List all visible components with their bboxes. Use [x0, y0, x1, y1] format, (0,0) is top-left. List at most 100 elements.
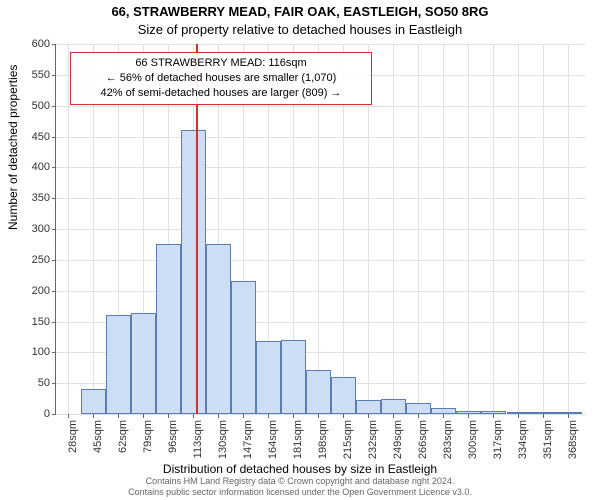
xtick-label: 28sqm [67, 420, 79, 470]
ytick-label: 550 [10, 69, 50, 81]
xtick-mark [368, 414, 369, 418]
ytick-label: 300 [10, 223, 50, 235]
xtick-mark [343, 414, 344, 418]
histogram-bar [131, 313, 156, 414]
gridline-v [68, 44, 69, 414]
ytick-mark [52, 167, 56, 168]
xtick-label: 164sqm [267, 420, 279, 470]
gridline-v [393, 44, 394, 414]
xtick-label: 232sqm [367, 420, 379, 470]
annotation-box: 66 STRAWBERRY MEAD: 116sqm ← 56% of deta… [70, 52, 372, 105]
xtick-mark [193, 414, 194, 418]
ytick-mark [52, 260, 56, 261]
xtick-mark [118, 414, 119, 418]
histogram-bar [381, 399, 406, 414]
xtick-mark [93, 414, 94, 418]
gridline-h [56, 229, 586, 230]
chart-title-subtitle: Size of property relative to detached ho… [0, 22, 600, 37]
gridline-h [56, 106, 586, 107]
histogram-bar [406, 403, 431, 414]
ytick-label: 100 [10, 346, 50, 358]
xtick-label: 181sqm [292, 420, 304, 470]
ytick-label: 0 [10, 408, 50, 420]
annotation-line-3: 42% of semi-detached houses are larger (… [77, 86, 365, 101]
ytick-label: 50 [10, 377, 50, 389]
gridline-v [418, 44, 419, 414]
xtick-label: 351sqm [542, 420, 554, 470]
xtick-mark [168, 414, 169, 418]
xtick-mark [293, 414, 294, 418]
xtick-mark [443, 414, 444, 418]
histogram-bar [256, 341, 281, 414]
xtick-label: 79sqm [142, 420, 154, 470]
gridline-h [56, 44, 586, 45]
xtick-label: 198sqm [317, 420, 329, 470]
histogram-bar [106, 315, 131, 414]
histogram-bar [281, 340, 306, 414]
xtick-mark [318, 414, 319, 418]
xtick-label: 96sqm [167, 420, 179, 470]
histogram-bar [507, 412, 532, 414]
footer-line-2: Contains public sector information licen… [0, 487, 600, 498]
gridline-h [56, 414, 586, 415]
footer-line-1: Contains HM Land Registry data © Crown c… [0, 476, 600, 487]
y-axis-label: Number of detached properties [6, 65, 20, 230]
ytick-label: 200 [10, 285, 50, 297]
xtick-mark [68, 414, 69, 418]
xtick-label: 283sqm [442, 420, 454, 470]
xtick-mark [418, 414, 419, 418]
ytick-mark [52, 383, 56, 384]
ytick-mark [52, 291, 56, 292]
histogram-bar [231, 281, 256, 414]
gridline-h [56, 198, 586, 199]
xtick-mark [493, 414, 494, 418]
histogram-bar [331, 377, 356, 414]
ytick-mark [52, 137, 56, 138]
gridline-v [518, 44, 519, 414]
xtick-mark [568, 414, 569, 418]
histogram-bar [431, 408, 456, 414]
gridline-v [468, 44, 469, 414]
ytick-mark [52, 352, 56, 353]
ytick-mark [52, 322, 56, 323]
histogram-bar [481, 411, 506, 414]
chart-title-address: 66, STRAWBERRY MEAD, FAIR OAK, EASTLEIGH… [0, 4, 600, 19]
xtick-mark [518, 414, 519, 418]
histogram-bar [456, 411, 481, 414]
ytick-mark [52, 414, 56, 415]
xtick-mark [543, 414, 544, 418]
histogram-bar [306, 370, 331, 414]
ytick-label: 350 [10, 192, 50, 204]
xtick-label: 249sqm [392, 420, 404, 470]
xtick-label: 147sqm [242, 420, 254, 470]
xtick-mark [268, 414, 269, 418]
xtick-label: 368sqm [567, 420, 579, 470]
gridline-h [56, 291, 586, 292]
gridline-v [493, 44, 494, 414]
ytick-mark [52, 229, 56, 230]
histogram-bar [156, 244, 181, 414]
xtick-label: 130sqm [217, 420, 229, 470]
ytick-mark [52, 44, 56, 45]
xtick-mark [393, 414, 394, 418]
gridline-h [56, 167, 586, 168]
annotation-line-2: ← 56% of detached houses are smaller (1,… [77, 71, 365, 86]
gridline-v [443, 44, 444, 414]
footer-attribution: Contains HM Land Registry data © Crown c… [0, 476, 600, 498]
histogram-bar [557, 412, 582, 414]
xtick-label: 45sqm [92, 420, 104, 470]
ytick-mark [52, 75, 56, 76]
gridline-v [568, 44, 569, 414]
ytick-label: 600 [10, 38, 50, 50]
ytick-mark [52, 198, 56, 199]
xtick-label: 62sqm [117, 420, 129, 470]
xtick-label: 317sqm [492, 420, 504, 470]
xtick-label: 266sqm [417, 420, 429, 470]
xtick-label: 113sqm [192, 420, 204, 470]
annotation-line-1: 66 STRAWBERRY MEAD: 116sqm [77, 56, 365, 71]
histogram-bar [532, 412, 557, 414]
xtick-label: 334sqm [517, 420, 529, 470]
ytick-label: 250 [10, 254, 50, 266]
ytick-mark [52, 106, 56, 107]
histogram-bar [81, 389, 106, 414]
